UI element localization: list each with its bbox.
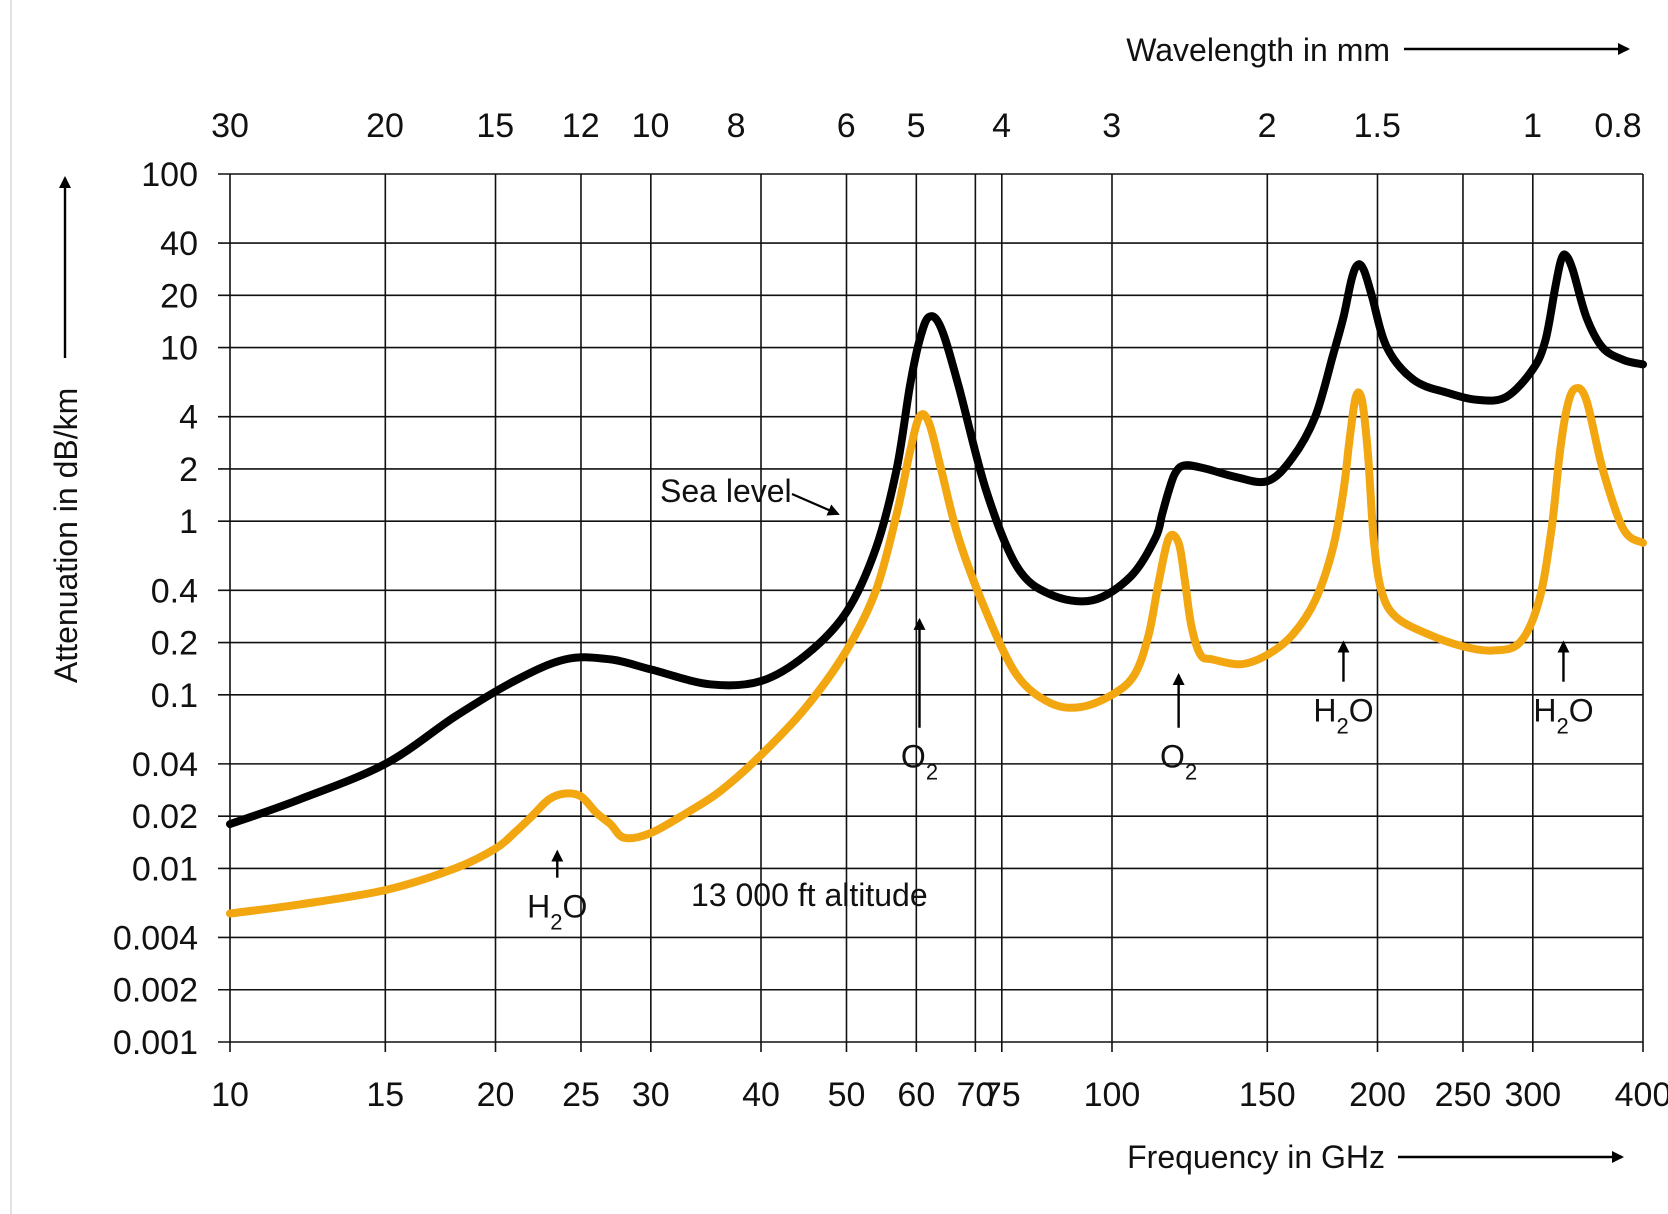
x-tick-label: 150 — [1239, 1076, 1296, 1114]
x2-tick-label: 5 — [907, 107, 926, 145]
x-tick-label: 30 — [632, 1076, 670, 1114]
molecule-label: O2 — [901, 739, 938, 785]
x2-tick-label: 1 — [1523, 107, 1542, 145]
y-tick-label: 0.04 — [132, 746, 198, 784]
sea-level-label-group: Sea level — [660, 473, 840, 516]
y-tick-label: 0.01 — [132, 850, 198, 888]
x2-tick-label: 1.5 — [1354, 107, 1401, 145]
x-axis-title-group: Frequency in GHz — [1127, 1139, 1624, 1175]
molecule-label: H2O — [1313, 693, 1373, 739]
x-tick-label: 10 — [211, 1076, 249, 1114]
altitude-curve — [226, 383, 1647, 918]
molecule-label: H2O — [1533, 693, 1593, 739]
x2-tick-label: 15 — [476, 107, 514, 145]
sea-level-pointer — [791, 492, 840, 516]
y-tick-label: 0.002 — [113, 972, 198, 1010]
x-tick-label: 15 — [366, 1076, 404, 1114]
altitude-label: 13 000 ft altitude — [691, 877, 928, 913]
y-tick-label: 0.004 — [113, 919, 198, 957]
x2-tick-label: 20 — [366, 107, 404, 145]
x-tick-label: 70 — [956, 1076, 994, 1114]
y-tick-label: 0.1 — [151, 677, 198, 715]
x-tick-label: 40 — [742, 1076, 780, 1114]
x-tick-label: 50 — [828, 1076, 866, 1114]
x-tick-label: 400 — [1615, 1076, 1668, 1114]
absorption-annotations: H2O O2 O2 H2O H2O — [527, 617, 1594, 935]
x2-tick-label: 3 — [1102, 107, 1121, 145]
x2-axis-title-group: Wavelength in mm — [1126, 32, 1630, 68]
x-tick-label: 250 — [1435, 1076, 1492, 1114]
y-tick-label: 0.4 — [151, 572, 198, 610]
y-tick-label: 100 — [141, 156, 198, 194]
x2-tick-label: 12 — [562, 107, 600, 145]
sea-level-curve — [226, 250, 1647, 829]
x-tick-label: 75 — [983, 1076, 1021, 1114]
y-tick-label: 0.001 — [113, 1024, 198, 1062]
x-axis-title: Frequency in GHz — [1127, 1139, 1385, 1175]
y-tick-label: 0.02 — [132, 798, 198, 836]
molecule-label: H2O — [527, 889, 587, 935]
x-tick-label: 300 — [1504, 1076, 1561, 1114]
y-axis-title: Attenuation in dB/km — [48, 388, 84, 683]
x2-tick-label: 8 — [727, 107, 746, 145]
y-tick-label: 4 — [179, 399, 198, 437]
x2-tick-label: 0.8 — [1594, 107, 1641, 145]
y-tick-label: 0.2 — [151, 625, 198, 663]
x-tick-label: 60 — [897, 1076, 935, 1114]
y-tick-label: 1 — [179, 503, 198, 541]
series-layer — [226, 250, 1647, 918]
sea-level-label: Sea level — [660, 473, 792, 509]
y-tick-label: 10 — [160, 330, 198, 368]
x2-tick-label: 6 — [837, 107, 856, 145]
x-tick-label: 25 — [562, 1076, 600, 1114]
x-tick-label: 200 — [1349, 1076, 1406, 1114]
x2-axis-title: Wavelength in mm — [1126, 32, 1390, 68]
y-tick-label: 2 — [179, 451, 198, 489]
y-axis-title-group: Attenuation in dB/km — [48, 176, 84, 683]
x-tick-label: 100 — [1084, 1076, 1141, 1114]
y-tick-label: 20 — [160, 277, 198, 315]
molecule-label: O2 — [1160, 739, 1197, 785]
x2-tick-label: 10 — [632, 107, 670, 145]
y-tick-label: 40 — [160, 225, 198, 263]
x2-tick-label: 2 — [1258, 107, 1277, 145]
grid-layer — [218, 173, 1644, 1052]
x-tick-label: 20 — [477, 1076, 515, 1114]
x2-tick-label: 30 — [211, 107, 249, 145]
left-frame-line — [10, 0, 12, 1214]
x2-tick-label: 4 — [992, 107, 1011, 145]
